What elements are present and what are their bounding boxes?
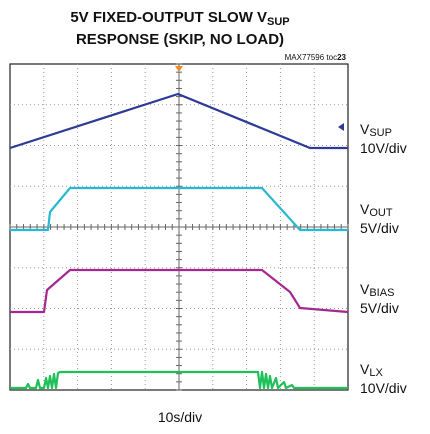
time-scale: 10s/div bbox=[158, 409, 202, 425]
title-line2: RESPONSE (SKIP, NO LOAD) bbox=[76, 31, 284, 48]
channel-scale: 5V/div bbox=[360, 220, 399, 236]
channel-subscript: BIAS bbox=[369, 287, 394, 299]
channel-subscript: LX bbox=[369, 367, 383, 379]
toc-label: MAX77596 toc23 bbox=[285, 53, 347, 62]
trigger-marker bbox=[175, 66, 183, 72]
vbias-trace bbox=[10, 268, 349, 314]
vlx-trace bbox=[10, 370, 348, 390]
channel-letter: V bbox=[360, 201, 370, 217]
channel-letter: V bbox=[360, 281, 370, 297]
channel-name: VLX bbox=[360, 361, 383, 379]
graticule bbox=[9, 63, 349, 391]
vsup-trace bbox=[9, 92, 348, 150]
channel-name: VOUT bbox=[360, 201, 393, 219]
channel-subscript: SUP bbox=[369, 127, 392, 139]
channel-scale: 10V/div bbox=[360, 380, 407, 396]
channel-name: VSUP bbox=[360, 121, 392, 139]
channel-scale: 5V/div bbox=[360, 300, 399, 316]
channel-letter: V bbox=[360, 121, 370, 137]
channel-name: VBIAS bbox=[360, 281, 394, 299]
vout-trace bbox=[10, 186, 348, 232]
channel-letter: V bbox=[360, 361, 370, 377]
vsup-marker bbox=[338, 123, 344, 131]
channel-scale: 10V/div bbox=[360, 140, 407, 156]
channel-subscript: OUT bbox=[369, 207, 393, 219]
title: 5V FIXED-OUTPUT SLOW VSUP bbox=[70, 9, 289, 28]
